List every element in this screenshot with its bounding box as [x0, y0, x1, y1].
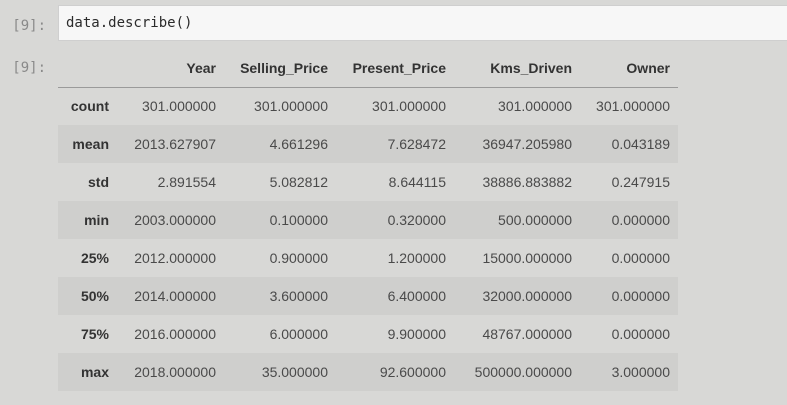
- table-cell: 0.320000: [387, 212, 446, 228]
- output-cell: [9]: Year Selling_Price Present_Price Km…: [0, 50, 787, 405]
- table-cell: 301.000000: [254, 98, 328, 115]
- table-cell: 2018.000000: [134, 364, 216, 380]
- row-label: 50%: [80, 288, 109, 304]
- table-row: min 2003.000000 0.100000 0.320000 500.00…: [58, 201, 678, 239]
- table-cell: 0.000000: [611, 288, 670, 304]
- output-prompt: [9]:: [12, 60, 46, 76]
- table-cell: 4.661296: [269, 136, 328, 152]
- table-cell: 3.000000: [611, 364, 670, 380]
- table-cell: 6.400000: [387, 288, 446, 304]
- row-label: max: [80, 364, 109, 380]
- code-text: data.describe(): [66, 15, 193, 31]
- row-label: min: [84, 212, 109, 228]
- table-cell: 2016.000000: [134, 326, 216, 342]
- table-row: 25% 2012.000000 0.900000 1.200000 15000.…: [58, 239, 678, 277]
- table-cell: 0.000000: [611, 250, 670, 266]
- table-row: mean 2013.627907 4.661296 7.628472 36947…: [58, 125, 678, 163]
- table-row: 75% 2016.000000 6.000000 9.900000 48767.…: [58, 315, 678, 353]
- row-label: 75%: [80, 326, 109, 342]
- table-cell: 301.000000: [142, 98, 216, 115]
- table-cell: 35.000000: [261, 364, 328, 380]
- describe-table: Year Selling_Price Present_Price Kms_Dri…: [58, 50, 678, 391]
- table-cell: 500.000000: [498, 212, 572, 228]
- table-cell: 48767.000000: [482, 326, 572, 342]
- table-cell: 15000.000000: [482, 250, 572, 266]
- table-row: count 301.000000 301.000000 301.000000 3…: [58, 87, 678, 125]
- table-cell: 301.000000: [372, 98, 446, 115]
- table-cell: 1.200000: [387, 250, 446, 266]
- column-header-index: [58, 50, 117, 88]
- table-cell: 301.000000: [498, 98, 572, 115]
- table-cell: 2012.000000: [134, 250, 216, 266]
- table-cell: 0.000000: [611, 326, 670, 342]
- table-cell: 3.600000: [269, 288, 328, 304]
- table-row: 50% 2014.000000 3.600000 6.400000 32000.…: [58, 277, 678, 315]
- column-header-present-price: Present_Price: [336, 50, 454, 88]
- column-header-year: Year: [117, 50, 224, 88]
- row-label: 25%: [80, 250, 109, 266]
- table-cell: 5.082812: [269, 174, 328, 190]
- table-cell: 0.100000: [269, 212, 328, 228]
- table-cell: 9.900000: [387, 326, 446, 342]
- table-cell: 0.900000: [269, 250, 328, 266]
- row-label: count: [70, 98, 109, 115]
- table-cell: 2014.000000: [134, 288, 216, 304]
- table-cell: 2013.627907: [134, 136, 216, 152]
- table-cell: 6.000000: [269, 326, 328, 342]
- column-header-selling-price: Selling_Price: [224, 50, 336, 88]
- row-label: std: [88, 174, 109, 190]
- table-cell: 38886.883882: [482, 174, 572, 190]
- table-cell: 0.043189: [611, 136, 670, 152]
- code-editor[interactable]: data.describe(): [58, 5, 787, 41]
- table-cell: 32000.000000: [482, 288, 572, 304]
- input-prompt: [9]:: [12, 18, 46, 34]
- table-cell: 2003.000000: [134, 212, 216, 228]
- input-cell[interactable]: [9]: data.describe(): [0, 0, 787, 50]
- table-cell: 2.891554: [157, 174, 216, 190]
- table-cell: 0.000000: [611, 212, 670, 228]
- table-row: std 2.891554 5.082812 8.644115 38886.883…: [58, 163, 678, 201]
- table-cell: 7.628472: [387, 136, 446, 152]
- table-cell: 92.600000: [379, 364, 446, 380]
- table-cell: 8.644115: [388, 174, 446, 190]
- table-cell: 36947.205980: [482, 136, 572, 152]
- row-label: mean: [72, 136, 109, 152]
- column-header-owner: Owner: [580, 50, 678, 88]
- table-row: max 2018.000000 35.000000 92.600000 5000…: [58, 353, 678, 391]
- table-cell: 0.247915: [611, 174, 670, 190]
- table-header-row: Year Selling_Price Present_Price Kms_Dri…: [58, 50, 678, 88]
- table-cell: 500000.000000: [474, 364, 572, 380]
- table-cell: 301.000000: [596, 98, 670, 115]
- column-header-kms-driven: Kms_Driven: [454, 50, 580, 88]
